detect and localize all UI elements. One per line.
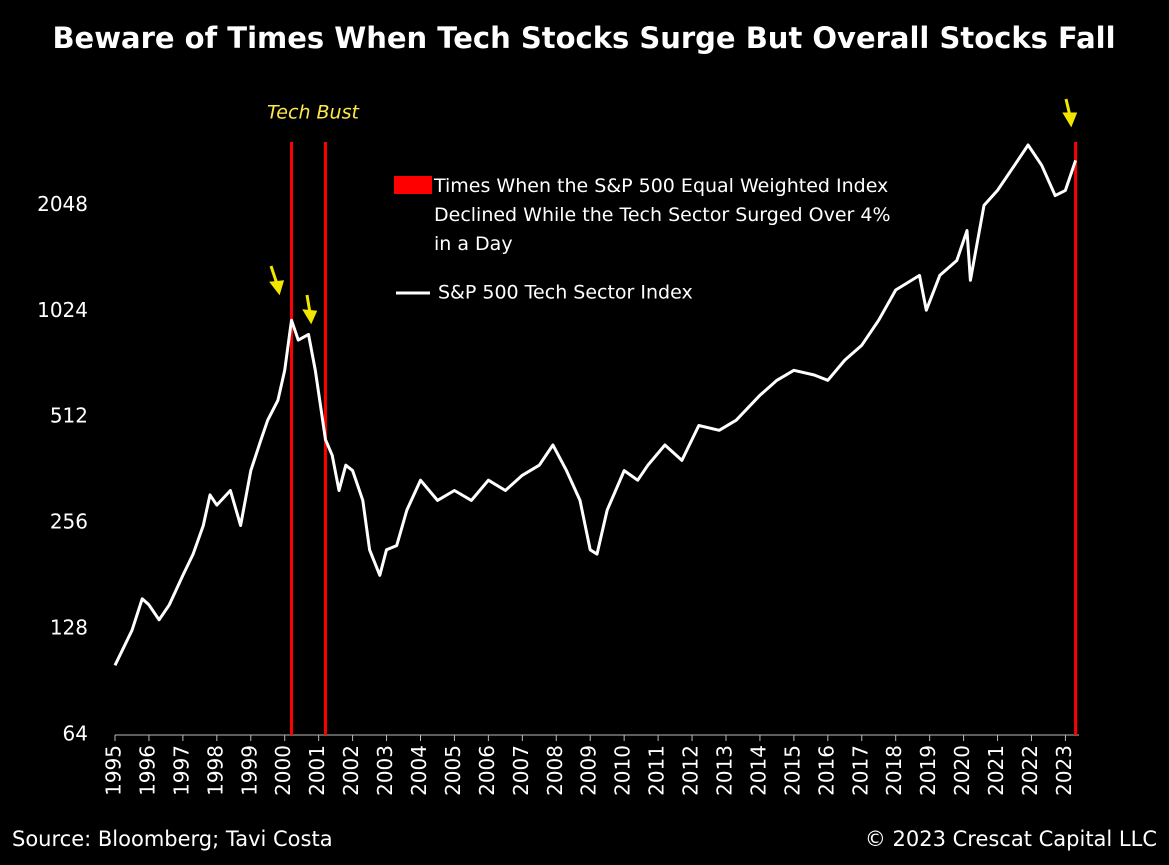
x-tick-label: 2003 <box>373 745 397 796</box>
x-tick-label: 2011 <box>645 745 669 796</box>
x-tick-label: 2022 <box>1018 745 1042 796</box>
y-tick-label: 64 <box>63 722 88 746</box>
y-tick-label: 2048 <box>37 192 88 216</box>
x-tick-label: 2005 <box>441 745 465 796</box>
y-tick-label: 256 <box>50 510 88 534</box>
y-tick-label: 1024 <box>37 298 88 322</box>
x-tick-label: 2021 <box>984 745 1008 796</box>
x-tick-label: 2006 <box>475 745 499 796</box>
legend-label: Times When the S&P 500 Equal Weighted In… <box>434 175 891 255</box>
x-tick-label: 2009 <box>577 745 601 796</box>
legend-swatch <box>394 176 432 194</box>
x-tick-label: 1999 <box>237 745 261 796</box>
x-tick-label: 1996 <box>135 745 159 796</box>
x-tick-label: 2019 <box>916 745 940 796</box>
x-tick-label: 2018 <box>882 745 906 796</box>
x-tick-label: 2004 <box>407 745 431 796</box>
x-tick-label: 2008 <box>543 745 567 796</box>
x-tick-label: 2014 <box>746 745 770 796</box>
y-tick-label: 512 <box>50 404 88 428</box>
x-tick-label: 1995 <box>102 745 126 796</box>
x-tick-label: 2000 <box>271 745 295 796</box>
x-tick-label: 2015 <box>780 745 804 796</box>
copyright: © 2023 Crescat Capital LLC <box>865 827 1157 851</box>
x-tick-label: 2023 <box>1052 745 1076 796</box>
arrows <box>269 98 1078 325</box>
x-tick-label: 2010 <box>611 745 635 796</box>
x-tick-label: 2017 <box>848 745 872 796</box>
x-tick-label: 2001 <box>305 745 329 796</box>
x-tick-label: 2020 <box>950 745 974 796</box>
x-tick-label: 2013 <box>712 745 736 796</box>
x-tick-label: 1997 <box>169 745 193 796</box>
series-line <box>113 143 1078 666</box>
x-tick-label: 2002 <box>339 745 363 796</box>
y-tick-label: 128 <box>50 616 88 640</box>
x-tick-label: 2012 <box>679 745 703 796</box>
chart-title: Beware of Times When Tech Stocks Surge B… <box>52 21 1115 55</box>
x-tick-label: 1998 <box>203 745 227 796</box>
legend-label: S&P 500 Tech Sector Index <box>438 282 693 304</box>
annotation: Tech Bust <box>267 102 360 124</box>
x-tick-label: 2007 <box>509 745 533 796</box>
source: Source: Bloomberg; Tavi Costa <box>12 827 333 851</box>
x-tick-label: 2016 <box>814 745 838 796</box>
